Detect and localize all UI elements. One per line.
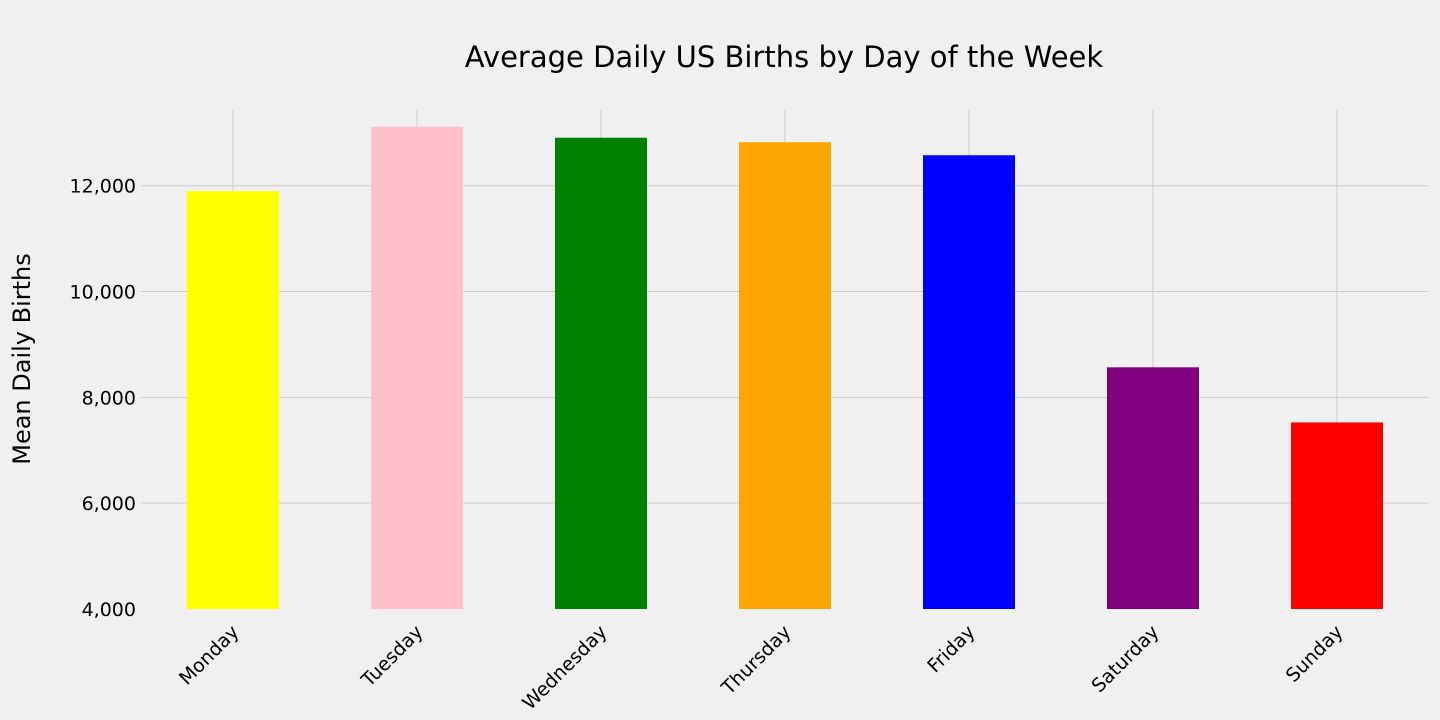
y-axis-label: Mean Daily Births <box>8 253 36 465</box>
bars <box>187 126 1383 610</box>
x-tick-label: Tuesday <box>357 621 428 692</box>
y-tick-label: 10,000 <box>70 282 136 304</box>
x-tick-label: Wednesday <box>518 621 611 714</box>
x-tick-label: Friday <box>923 621 979 677</box>
bar-friday <box>923 155 1015 609</box>
y-tick-labels: 4,000 6,000 8,000 10,000 12,000 <box>70 176 136 621</box>
x-tick-label: Sunday <box>1282 621 1348 687</box>
bar-tuesday <box>371 126 463 610</box>
y-tick-label: 8,000 <box>82 387 136 409</box>
bar-saturday <box>1107 367 1199 609</box>
bar-monday <box>187 191 279 609</box>
y-tick-label: 4,000 <box>82 599 136 621</box>
x-tick-label: Saturday <box>1087 621 1163 697</box>
y-tick-label: 6,000 <box>82 493 136 515</box>
chart-title: Average Daily US Births by Day of the We… <box>465 40 1104 74</box>
bar-thursday <box>739 142 831 609</box>
x-tick-label: Monday <box>175 621 244 690</box>
bar-sunday <box>1291 422 1383 609</box>
y-tick-label: 12,000 <box>70 176 136 198</box>
x-tick-label: Thursday <box>717 621 796 700</box>
x-tick-labels: Monday Tuesday Wednesday Thursday Friday Satu… <box>175 621 1348 714</box>
bar-wednesday <box>555 137 647 609</box>
